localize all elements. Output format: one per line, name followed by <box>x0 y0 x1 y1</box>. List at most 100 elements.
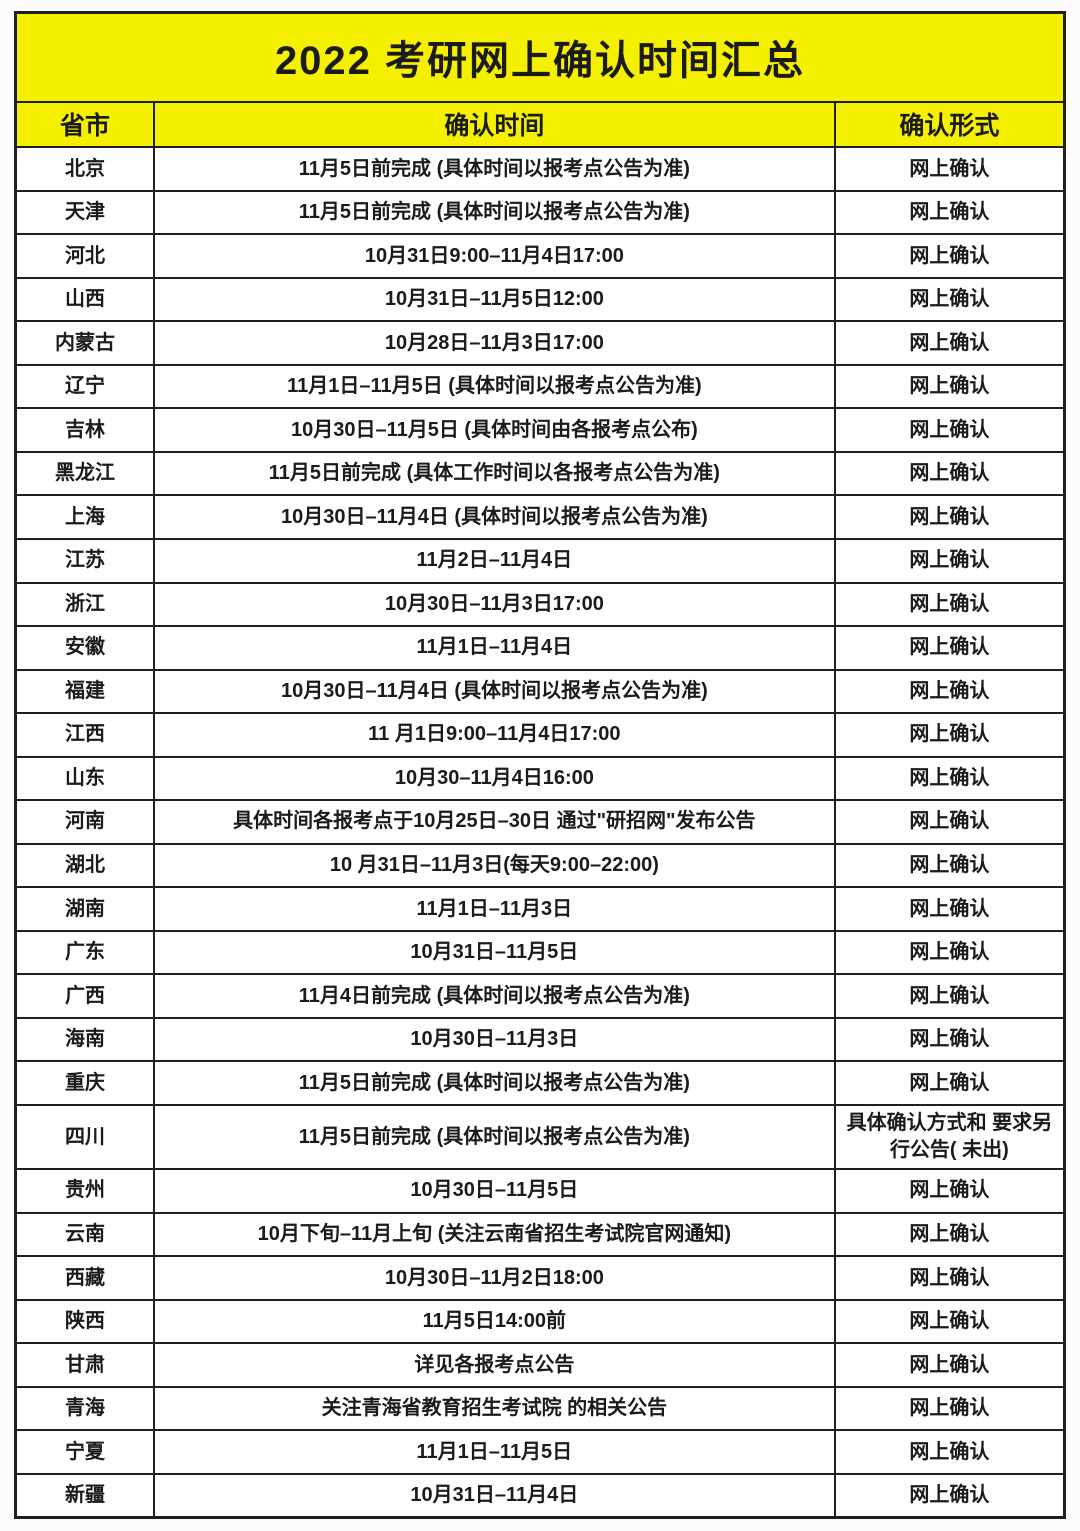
format-cell: 网上确认 <box>833 625 1066 671</box>
format-cell: 网上确认 <box>833 1060 1066 1106</box>
province-cell: 湖北 <box>14 842 155 889</box>
table-row: 海南 10月30日–11月3日 网上确认 <box>14 1016 1066 1063</box>
column-header-format: 确认形式 <box>833 100 1066 149</box>
time-cell: 关注青海省教育招生考试院 的相关公告 <box>152 1385 836 1432</box>
province-cell: 湖南 <box>14 886 155 932</box>
format-cell: 网上确认 <box>833 1168 1066 1214</box>
time-cell: 11月4日前完成 (具体时间以报考点公告为准) <box>152 973 836 1019</box>
province-cell: 海南 <box>14 1016 155 1063</box>
table-row: 上海 10月30日–11月4日 (具体时间以报考点公告为准) 网上确认 <box>14 494 1066 541</box>
column-header-time: 确认时间 <box>152 100 836 149</box>
province-cell: 重庆 <box>14 1060 155 1106</box>
time-cell: 10月31日–11月4日 <box>152 1472 836 1519</box>
format-cell: 网上确认 <box>833 973 1066 1019</box>
time-cell: 11月5日14:00前 <box>152 1298 836 1345</box>
province-cell: 陕西 <box>14 1298 155 1345</box>
time-cell: 10月30–11月4日16:00 <box>152 755 836 802</box>
page-title: 2022 考研网上确认时间汇总 <box>14 11 1066 103</box>
province-cell: 广西 <box>14 973 155 1019</box>
format-cell: 网上确认 <box>833 886 1066 932</box>
format-cell: 网上确认 <box>833 1211 1066 1258</box>
format-cell: 网上确认 <box>833 1472 1066 1519</box>
table-row: 湖北 10 月31日–11月3日(每天9:00–22:00) 网上确认 <box>14 842 1066 889</box>
format-cell: 网上确认 <box>833 189 1066 236</box>
time-cell: 10月31日–11月5日 <box>152 929 836 976</box>
format-cell: 网上确认 <box>833 320 1066 366</box>
format-cell: 网上确认 <box>833 233 1066 279</box>
province-cell: 上海 <box>14 494 155 541</box>
province-cell: 云南 <box>14 1211 155 1258</box>
province-cell: 安徽 <box>14 625 155 671</box>
format-cell: 网上确认 <box>833 363 1066 410</box>
table-row: 新疆 10月31日–11月4日 网上确认 <box>14 1472 1066 1519</box>
province-cell: 辽宁 <box>14 363 155 410</box>
format-cell: 网上确认 <box>833 1255 1066 1301</box>
table-row: 吉林 10月30日–11月5日 (具体时间由各报考点公布) 网上确认 <box>14 407 1066 453</box>
table-row: 四川 11月5日前完成 (具体时间以报考点公告为准) 具体确认方式和 要求另行公… <box>14 1103 1066 1171</box>
format-cell: 网上确认 <box>833 1016 1066 1063</box>
format-cell: 网上确认 <box>833 712 1066 758</box>
time-cell: 10月30日–11月4日 (具体时间以报考点公告为准) <box>152 494 836 541</box>
province-cell: 山东 <box>14 755 155 802</box>
format-cell: 网上确认 <box>833 1342 1066 1388</box>
format-cell: 网上确认 <box>833 755 1066 802</box>
province-cell: 江西 <box>14 712 155 758</box>
table-row: 贵州 10月30日–11月5日 网上确认 <box>14 1168 1066 1214</box>
format-cell: 网上确认 <box>833 407 1066 453</box>
province-cell: 吉林 <box>14 407 155 453</box>
format-cell: 具体确认方式和 要求另行公告( 未出) <box>833 1103 1066 1171</box>
province-cell: 北京 <box>14 146 155 192</box>
table-row: 西藏 10月30日–11月2日18:00 网上确认 <box>14 1255 1066 1301</box>
table-row: 云南 10月下旬–11月上旬 (关注云南省招生考试院官网通知) 网上确认 <box>14 1211 1066 1258</box>
column-header-province: 省市 <box>14 100 155 149</box>
table-row: 青海 关注青海省教育招生考试院 的相关公告 网上确认 <box>14 1385 1066 1432</box>
time-cell: 11 月1日9:00–11月4日17:00 <box>152 712 836 758</box>
time-cell: 11月2日–11月4日 <box>152 538 836 584</box>
time-cell: 详见各报考点公告 <box>152 1342 836 1388</box>
format-cell: 网上确认 <box>833 146 1066 192</box>
province-cell: 内蒙古 <box>14 320 155 366</box>
time-cell: 11月5日前完成 (具体时间以报考点公告为准) <box>152 146 836 192</box>
table-row: 山西 10月31日–11月5日12:00 网上确认 <box>14 276 1066 323</box>
format-cell: 网上确认 <box>833 799 1066 845</box>
table-row: 山东 10月30–11月4日16:00 网上确认 <box>14 755 1066 802</box>
format-cell: 网上确认 <box>833 276 1066 323</box>
table-row: 陕西 11月5日14:00前 网上确认 <box>14 1298 1066 1345</box>
time-cell: 11月5日前完成 (具体工作时间以各报考点公告为准) <box>152 450 836 497</box>
time-cell: 10月30日–11月5日 <box>152 1168 836 1214</box>
table-row: 江西 11 月1日9:00–11月4日17:00 网上确认 <box>14 712 1066 758</box>
format-cell: 网上确认 <box>833 581 1066 628</box>
time-cell: 10月30日–11月2日18:00 <box>152 1255 836 1301</box>
table-row: 宁夏 11月1日–11月5日 网上确认 <box>14 1429 1066 1475</box>
table-row: 内蒙古 10月28日–11月3日17:00 网上确认 <box>14 320 1066 366</box>
format-cell: 网上确认 <box>833 929 1066 976</box>
time-cell: 10月31日–11月5日12:00 <box>152 276 836 323</box>
table-head: 2022 考研网上确认时间汇总 省市 确认时间 确认形式 <box>14 11 1066 149</box>
time-cell: 10月30日–11月5日 (具体时间由各报考点公布) <box>152 407 836 453</box>
table-row: 湖南 11月1日–11月3日 网上确认 <box>14 886 1066 932</box>
time-cell: 11月5日前完成 (具体时间以报考点公告为准) <box>152 189 836 236</box>
format-cell: 网上确认 <box>833 1429 1066 1475</box>
time-cell: 10月28日–11月3日17:00 <box>152 320 836 366</box>
format-cell: 网上确认 <box>833 1385 1066 1432</box>
province-cell: 新疆 <box>14 1472 155 1519</box>
table-row: 安徽 11月1日–11月4日 网上确认 <box>14 625 1066 671</box>
format-cell: 网上确认 <box>833 450 1066 497</box>
format-cell: 网上确认 <box>833 494 1066 541</box>
time-cell: 11月1日–11月3日 <box>152 886 836 932</box>
province-cell: 山西 <box>14 276 155 323</box>
table-row: 北京 11月5日前完成 (具体时间以报考点公告为准) 网上确认 <box>14 146 1066 192</box>
format-cell: 网上确认 <box>833 538 1066 584</box>
table-row: 甘肃 详见各报考点公告 网上确认 <box>14 1342 1066 1388</box>
table-row: 黑龙江 11月5日前完成 (具体工作时间以各报考点公告为准) 网上确认 <box>14 450 1066 497</box>
table-row: 浙江 10月30日–11月3日17:00 网上确认 <box>14 581 1066 628</box>
header-row: 省市 确认时间 确认形式 <box>14 100 1066 149</box>
table-row: 重庆 11月5日前完成 (具体时间以报考点公告为准) 网上确认 <box>14 1060 1066 1106</box>
table-body: 北京 11月5日前完成 (具体时间以报考点公告为准) 网上确认 天津 11月5日… <box>14 146 1066 1519</box>
table-row: 广西 11月4日前完成 (具体时间以报考点公告为准) 网上确认 <box>14 973 1066 1019</box>
time-cell: 11月5日前完成 (具体时间以报考点公告为准) <box>152 1103 836 1171</box>
time-cell: 具体时间各报考点于10月25日–30日 通过"研招网"发布公告 <box>152 799 836 845</box>
province-cell: 广东 <box>14 929 155 976</box>
table-row: 福建 10月30日–11月4日 (具体时间以报考点公告为准) 网上确认 <box>14 668 1066 715</box>
